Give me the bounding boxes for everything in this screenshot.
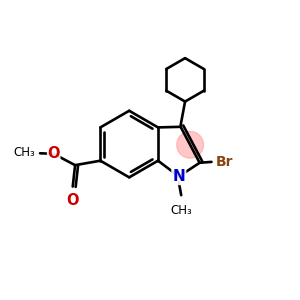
Text: CH₃: CH₃ [13,146,35,159]
Text: CH₃: CH₃ [170,204,192,217]
Text: O: O [47,146,60,161]
Text: O: O [67,193,79,208]
Text: Br: Br [216,154,233,169]
Text: N: N [172,169,185,184]
Circle shape [177,131,203,158]
